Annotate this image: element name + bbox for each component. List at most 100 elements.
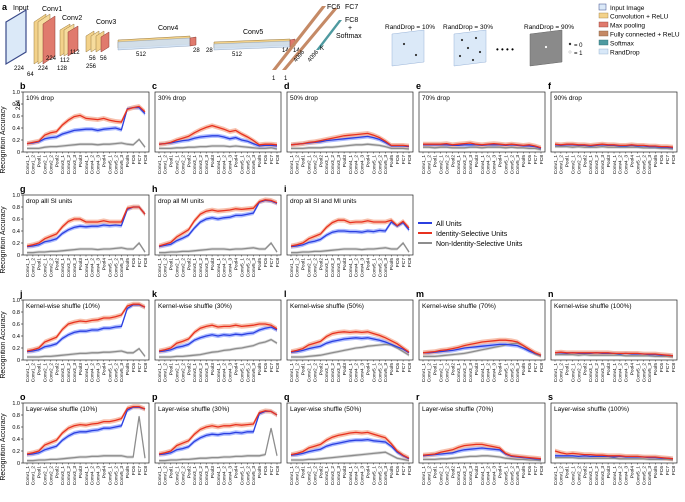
line-non [555,353,674,358]
panel-c: c30% drop Conv1_1 Conv1_2 Pool1 Conv2_1 Conv2… [152,81,282,175]
panel-title: Kernel-wise shuffle (30%) [158,303,232,310]
x-tick-label: FC6 [527,363,533,372]
x-tick-label: Pool3 [606,155,612,168]
fc6-bar [272,6,326,70]
x-tick-label: FC6 [659,363,665,372]
x-tick-label: Conv4_1 [480,155,486,175]
x-tick-label: Conv3_2 [66,363,72,383]
band-all [159,198,277,249]
band-non [291,142,409,151]
x-tick-label: Conv3_1 [324,155,330,175]
x-tick-label: Conv3_2 [594,363,600,383]
x-tick-label: Conv5_3 [647,466,653,486]
line-non [555,145,674,150]
x-tick-label: Conv3_1 [192,466,198,486]
x-tick-label: Pool1 [169,363,175,376]
panel-frame [154,194,282,256]
panel-letter-i: i [284,184,287,194]
x-tick-label: Conv4_1 [84,466,90,486]
x-tick-label: FC6 [131,258,137,267]
x-tick-label: Conv1_1 [421,466,427,486]
x-tick-label: Conv2_2 [180,155,186,175]
y-tick-label: 1.0 [12,193,20,199]
x-tick-label: FC8 [275,466,281,475]
x-tick-label: Conv4_2 [618,363,624,383]
panel-letter-l: l [284,289,287,299]
fc7-dim-1: 1 [284,76,288,82]
legend-pool-swatch [598,21,609,28]
x-tick-label: Conv3_1 [588,363,594,383]
line-is [290,431,410,459]
panel-letter-m: m [416,289,424,299]
x-tick-label: Conv3_3 [468,363,474,383]
x-tick-label: Conv5_1 [107,466,113,486]
x-tick-label: Conv3_2 [462,363,468,383]
x-tick-label: Pool4 [234,258,240,271]
x-tick-label: FC7 [137,155,143,164]
x-tick-label: Pool1 [433,363,439,376]
panel-title: drop all MI units [158,198,205,205]
x-tick-label: Conv5_1 [107,363,113,383]
x-tick-label: Conv5_2 [245,155,251,175]
x-tick-label: Conv3_3 [72,466,78,486]
x-tick-label: Pool2 [450,155,456,168]
x-tick-label: Conv2_2 [444,363,450,383]
conv5-label: Conv5 [243,29,263,36]
band-is [423,337,541,358]
line-all [26,304,146,353]
x-tick-label: Conv2_2 [576,363,582,383]
x-tick-label: Pool1 [301,466,307,479]
randdrop-dot [474,36,478,40]
x-tick-label: FC7 [137,466,143,475]
x-tick-label: Conv1_1 [289,466,295,486]
panel-letter-g: g [20,184,26,194]
x-tick-label: Conv4_3 [96,466,102,486]
x-tick-label: Conv4_2 [354,155,360,175]
x-tick-label: Pool2 [318,363,324,376]
conv1-dim-3: 64 [27,72,34,78]
randdrop-ellipsis: • • • • [496,45,514,54]
x-tick-label: Conv3_2 [66,258,72,278]
x-tick-label: Conv3_3 [204,258,210,278]
fc7-label: FC7 [345,4,358,11]
x-tick-label: Conv4_2 [486,466,492,486]
y-tick-label: 0.6 [12,425,20,431]
x-tick-label: Conv4_1 [216,258,222,278]
line-non [159,145,278,150]
x-tick-label: FC7 [533,466,539,475]
architecture-legend: Input Image Convolution + ReLU Max pooli… [598,3,680,57]
x-tick-label: Conv4_2 [222,363,228,383]
x-tick-label: Conv4_2 [222,258,228,278]
panel-letter-c: c [152,81,157,91]
x-tick-label: Conv5_1 [239,466,245,486]
x-tick-label: Conv5_3 [647,155,653,175]
x-tick-label: Conv5_1 [503,363,509,383]
x-tick-label: Conv3_3 [600,363,606,383]
x-tick-label: Pool1 [301,155,307,168]
line-non [27,416,146,462]
panel-letter-q: q [284,392,290,402]
x-tick-label: Conv2_2 [48,363,54,383]
band-is [291,131,409,149]
randdrop-dot [414,53,418,57]
panel-title: Kernel-wise shuffle (70%) [422,303,496,310]
x-tick-label: Conv4_3 [96,363,102,383]
x-tick-label: Pool2 [186,466,192,479]
x-tick-label: Conv4_3 [360,363,366,383]
x-tick-label: Conv5_3 [119,155,125,175]
x-tick-label: Conv1_2 [31,258,37,278]
x-tick-label: Pool5 [257,466,263,479]
band-all [159,324,277,354]
x-tick-label: Conv4_1 [216,466,222,486]
x-tick-label: Conv4_1 [216,155,222,175]
x-tick-label: Pool4 [102,258,108,271]
x-tick-label: Conv3_1 [456,363,462,383]
x-tick-label: Conv1_1 [553,466,559,486]
band-all [27,405,145,457]
x-tick-label: FC7 [401,466,407,475]
x-tick-label: Conv4_1 [84,155,90,175]
x-tick-label: Conv2_2 [48,258,54,278]
y-tick-label: 0.6 [12,114,20,120]
